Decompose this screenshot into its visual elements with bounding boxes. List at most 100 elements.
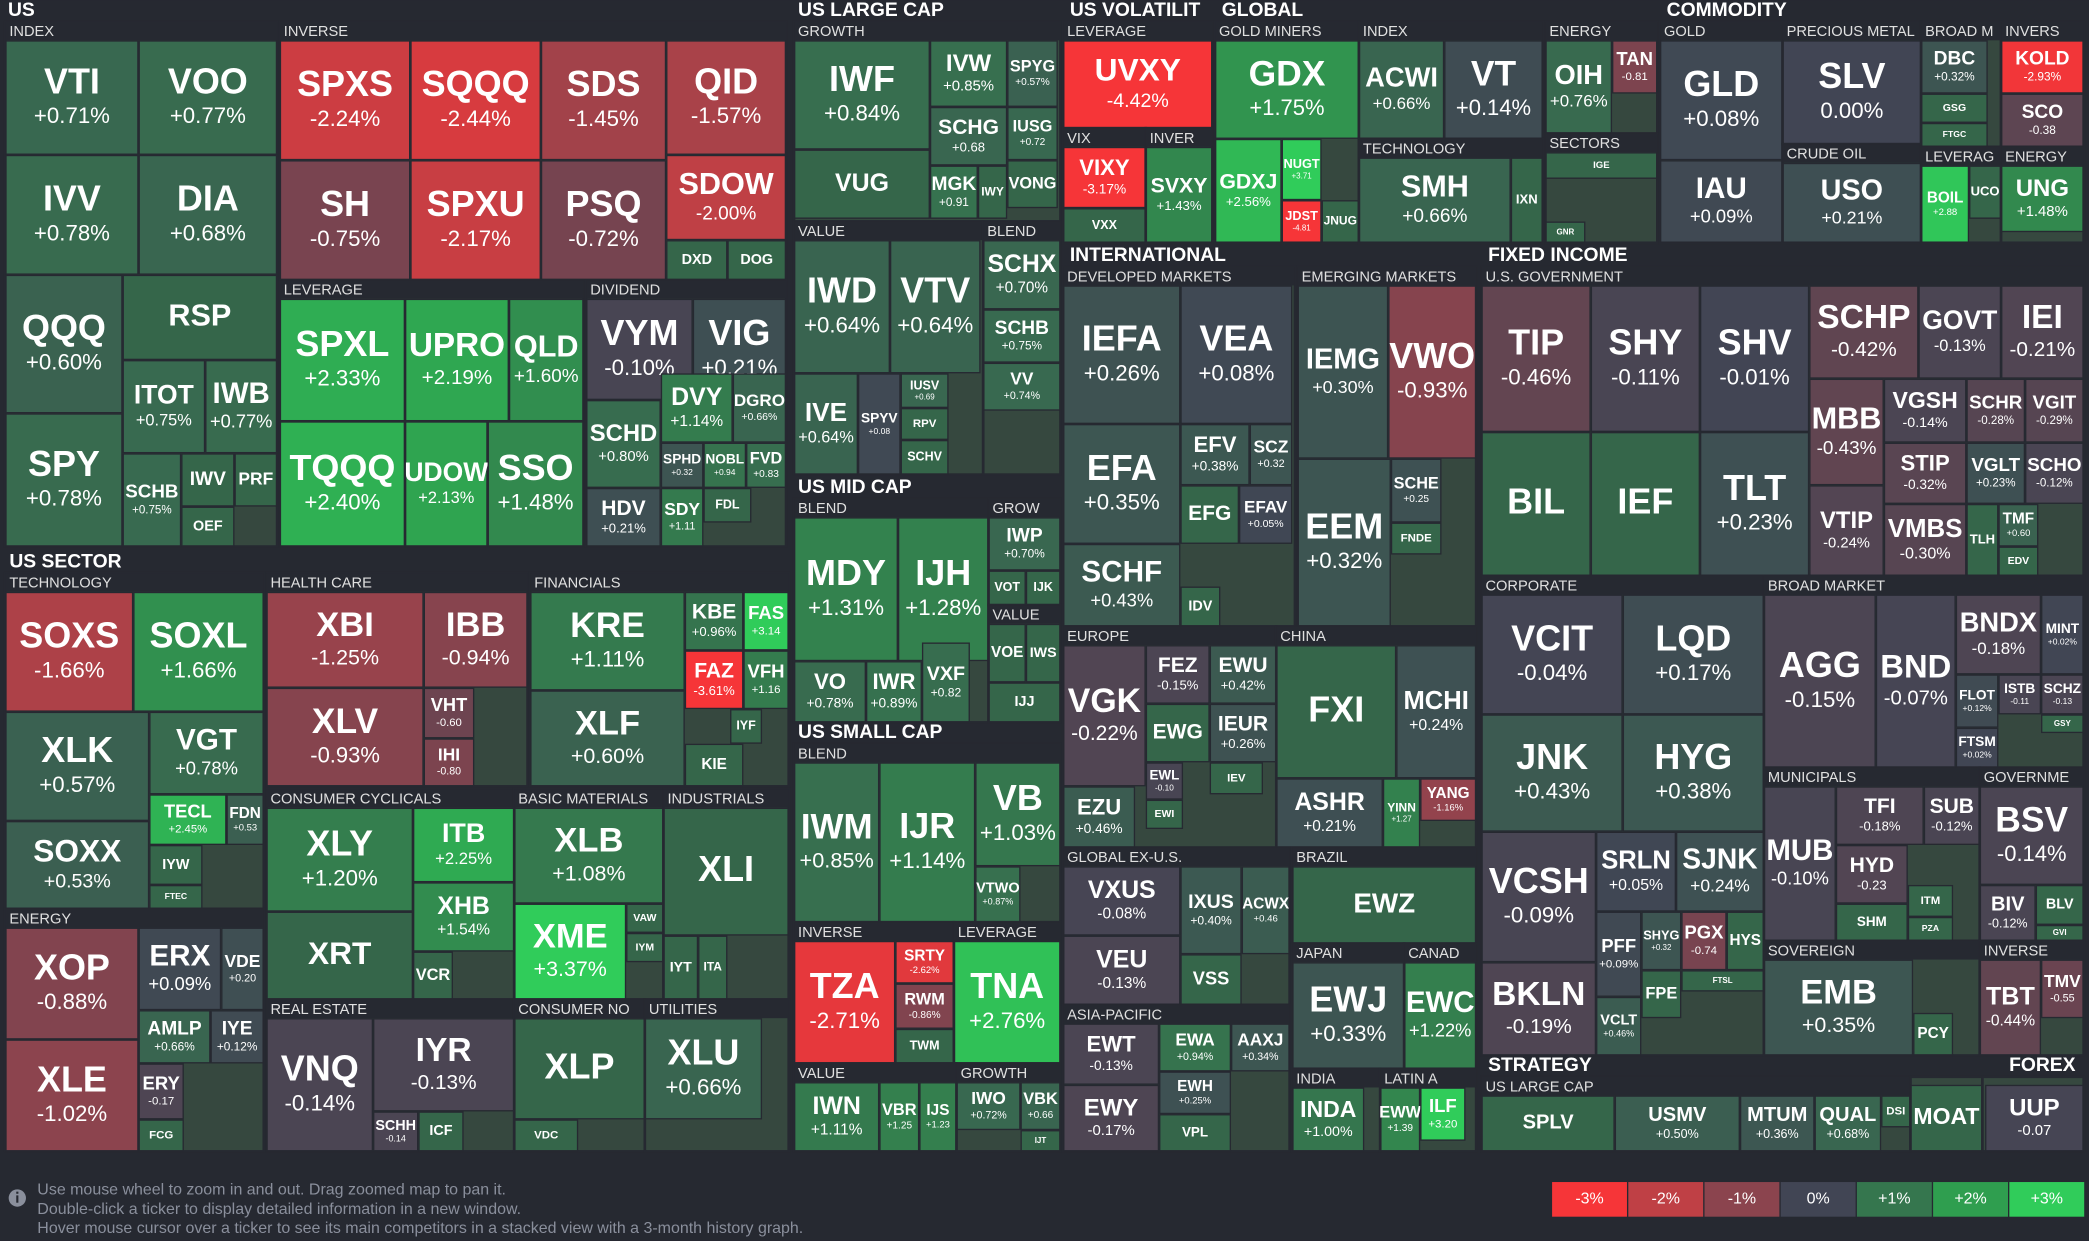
ticker-symbol[interactable]: FTSL xyxy=(1713,976,1733,985)
ticker-symbol[interactable]: BKLN xyxy=(1492,976,1585,1013)
ticker-tile[interactable] xyxy=(1809,378,1884,486)
ticker-tile[interactable] xyxy=(1025,623,1061,683)
ticker-tile[interactable] xyxy=(418,1111,464,1152)
ticker-change[interactable]: +0.76% xyxy=(1550,91,1608,110)
ticker-symbol[interactable]: IWV xyxy=(190,469,226,490)
ticker-tile[interactable] xyxy=(1782,40,1922,145)
ticker-change[interactable]: +1.11 xyxy=(669,521,695,533)
ticker-tile[interactable] xyxy=(1921,165,1970,243)
ticker-symbol[interactable]: IJK xyxy=(1033,580,1052,594)
ticker-symbol[interactable]: VCR xyxy=(416,966,451,984)
ticker-symbol[interactable]: SCHD xyxy=(590,420,658,447)
ticker-change[interactable]: +0.78% xyxy=(175,757,238,778)
ticker-change[interactable]: -0.12% xyxy=(1931,819,1973,834)
ticker-symbol[interactable]: IXUS xyxy=(1188,891,1234,913)
ticker-symbol[interactable]: IVW xyxy=(946,50,992,77)
ticker-change[interactable]: -0.10% xyxy=(1771,868,1829,889)
ticker-symbol[interactable]: VHT xyxy=(431,694,468,715)
ticker-change[interactable]: -0.09% xyxy=(1504,903,1574,928)
ticker-symbol[interactable]: IWB xyxy=(213,377,270,410)
ticker-change[interactable]: +0.78% xyxy=(34,220,110,245)
ticker-tile[interactable] xyxy=(1297,285,1389,459)
ticker-tile[interactable] xyxy=(794,373,858,475)
ticker-tile[interactable] xyxy=(373,1111,419,1152)
ticker-tile[interactable] xyxy=(1063,208,1146,243)
ticker-symbol[interactable]: SPY xyxy=(28,443,100,484)
ticker-symbol[interactable]: IYW xyxy=(162,857,190,873)
ticker-symbol[interactable]: IHI xyxy=(438,744,460,764)
ticker-tile[interactable] xyxy=(2001,93,2084,147)
ticker-change[interactable]: -0.23 xyxy=(1857,877,1887,892)
ticker-tile[interactable] xyxy=(413,882,515,952)
ticker-symbol[interactable]: USO xyxy=(1821,174,1883,206)
ticker-tile[interactable] xyxy=(226,794,264,845)
ticker-change[interactable]: +2.76% xyxy=(969,1008,1045,1033)
ticker-tile[interactable] xyxy=(487,421,584,547)
ticker-change[interactable]: -2.24% xyxy=(310,106,380,131)
ticker-tile[interactable] xyxy=(660,487,704,547)
ticker-change[interactable]: -0.60 xyxy=(436,717,462,729)
ticker-change[interactable]: -0.93% xyxy=(1397,378,1467,403)
ticker-tile[interactable] xyxy=(1883,503,1967,576)
ticker-symbol[interactable]: UVXY xyxy=(1095,52,1181,88)
ticker-symbol[interactable]: SPXU xyxy=(427,183,525,224)
ticker-tile[interactable] xyxy=(1739,1095,1815,1152)
ticker-symbol[interactable]: EWL xyxy=(1149,767,1179,782)
ticker-change[interactable]: -0.14% xyxy=(1903,415,1948,431)
ticker-tile[interactable] xyxy=(1510,157,1543,243)
ticker-tile[interactable] xyxy=(1481,714,1623,832)
ticker-tile[interactable] xyxy=(266,1018,374,1152)
ticker-change[interactable]: -0.44% xyxy=(1986,1012,2036,1029)
ticker-tile[interactable] xyxy=(1145,799,1184,830)
ticker-change[interactable]: 0.00% xyxy=(1820,98,1883,123)
ticker-tile[interactable] xyxy=(1481,594,1623,715)
ticker-tile[interactable] xyxy=(138,1010,211,1064)
ticker-symbol[interactable]: IEV xyxy=(1227,772,1246,784)
ticker-symbol[interactable]: TQQQ xyxy=(289,447,395,488)
ticker-symbol[interactable]: VOE xyxy=(991,644,1023,661)
ticker-change[interactable]: -2.62% xyxy=(910,965,941,976)
ticker-symbol[interactable]: GSG xyxy=(1943,102,1966,114)
ticker-tile[interactable] xyxy=(1622,594,1764,715)
ticker-tile[interactable] xyxy=(644,1018,763,1120)
ticker-change[interactable]: +0.05% xyxy=(1248,518,1284,530)
ticker-symbol[interactable]: VIXY xyxy=(1079,155,1130,180)
ticker-tile[interactable] xyxy=(1681,911,1727,971)
ticker-tile[interactable] xyxy=(279,160,411,281)
ticker-symbol[interactable]: VUG xyxy=(835,169,889,197)
ticker-tile[interactable] xyxy=(540,40,667,161)
ticker-change[interactable]: +0.64% xyxy=(804,312,880,337)
ticker-symbol[interactable]: GDXJ xyxy=(1219,169,1277,193)
ticker-change[interactable]: +1.27 xyxy=(1391,815,1412,824)
ticker-change[interactable]: +0.68% xyxy=(170,220,246,245)
ticker-tile[interactable] xyxy=(1063,645,1146,787)
ticker-tile[interactable] xyxy=(138,1063,184,1120)
ticker-symbol[interactable]: IAU xyxy=(1696,172,1747,205)
ticker-tile[interactable] xyxy=(1622,714,1764,832)
ticker-tile[interactable] xyxy=(266,807,414,912)
ticker-tile[interactable] xyxy=(663,807,789,936)
ticker-change[interactable]: -1.16% xyxy=(1433,803,1464,814)
ticker-symbol[interactable]: FAZ xyxy=(694,659,734,682)
ticker-tile[interactable] xyxy=(5,591,134,712)
ticker-change[interactable]: -0.30% xyxy=(1900,544,1951,562)
ticker-change[interactable]: -2.00% xyxy=(696,203,756,224)
ticker-tile[interactable] xyxy=(1358,40,1445,139)
ticker-symbol[interactable]: IWM xyxy=(801,807,873,846)
ticker-symbol[interactable]: SCHO xyxy=(2027,454,2081,475)
ticker-symbol[interactable]: IEFA xyxy=(1082,318,1162,359)
ticker-tile[interactable] xyxy=(1231,1023,1290,1072)
ticker-change[interactable]: -0.14% xyxy=(285,1090,355,1115)
ticker-change[interactable]: +0.77% xyxy=(210,411,272,432)
ticker-tile[interactable] xyxy=(879,1082,920,1152)
ticker-symbol[interactable]: HDV xyxy=(601,497,645,520)
ticker-change[interactable]: -0.24% xyxy=(1823,536,1870,552)
ticker-change[interactable]: +0.80% xyxy=(598,449,649,465)
ticker-tile[interactable] xyxy=(794,149,930,219)
ticker-tile[interactable] xyxy=(5,40,139,155)
ticker-symbol[interactable]: IYF xyxy=(736,719,756,733)
ticker-change[interactable]: +0.14% xyxy=(1456,95,1531,120)
ticker-symbol[interactable]: DXD xyxy=(682,252,712,268)
ticker-change[interactable]: -0.18% xyxy=(1859,819,1901,834)
ticker-symbol[interactable]: JNUG xyxy=(1324,214,1357,228)
